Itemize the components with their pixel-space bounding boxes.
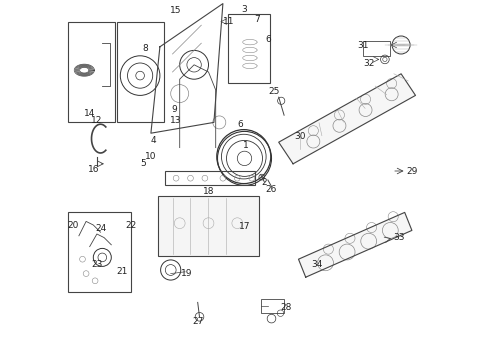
Text: 7: 7 [254,15,260,24]
Text: 29: 29 [406,166,417,176]
Text: 17: 17 [238,222,250,231]
Text: 8: 8 [142,44,148,53]
Bar [165,171,255,185]
Text: 9: 9 [171,105,177,114]
Bar [260,299,284,313]
Text: 3: 3 [241,5,247,14]
Bar [158,196,258,256]
Polygon shape [278,74,415,164]
Bar [68,212,131,292]
Text: 22: 22 [125,220,137,230]
Text: 2: 2 [261,179,266,188]
Bar [68,22,115,122]
Text: 6: 6 [237,120,242,129]
Text: 25: 25 [268,87,279,96]
Text: 12: 12 [91,116,102,125]
Text: 34: 34 [310,260,322,269]
Text: 26: 26 [265,185,277,194]
Text: 32: 32 [362,59,374,68]
Text: 23: 23 [91,260,102,269]
Text: 11: 11 [222,17,234,26]
Text: 6: 6 [264,35,270,44]
Text: 28: 28 [280,303,291,312]
Text: 1: 1 [243,141,249,150]
Bar [228,14,269,83]
Text: 19: 19 [181,269,192,278]
Text: 24: 24 [95,224,106,233]
Bar [117,22,163,122]
Text: 16: 16 [87,165,99,174]
Text: 30: 30 [294,132,305,141]
Text: 27: 27 [192,317,203,325]
Text: 5: 5 [140,159,145,168]
Text: 21: 21 [116,267,127,276]
Text: 10: 10 [145,152,156,161]
Text: 33: 33 [393,233,404,242]
Text: 14: 14 [84,109,95,118]
Text: 4: 4 [150,136,156,145]
Polygon shape [298,212,411,277]
Text: 15: 15 [170,6,182,15]
Text: 18: 18 [203,187,214,196]
Text: 13: 13 [170,116,182,125]
Text: 31: 31 [357,41,368,50]
Bar [363,41,389,56]
Text: 20: 20 [68,220,79,230]
